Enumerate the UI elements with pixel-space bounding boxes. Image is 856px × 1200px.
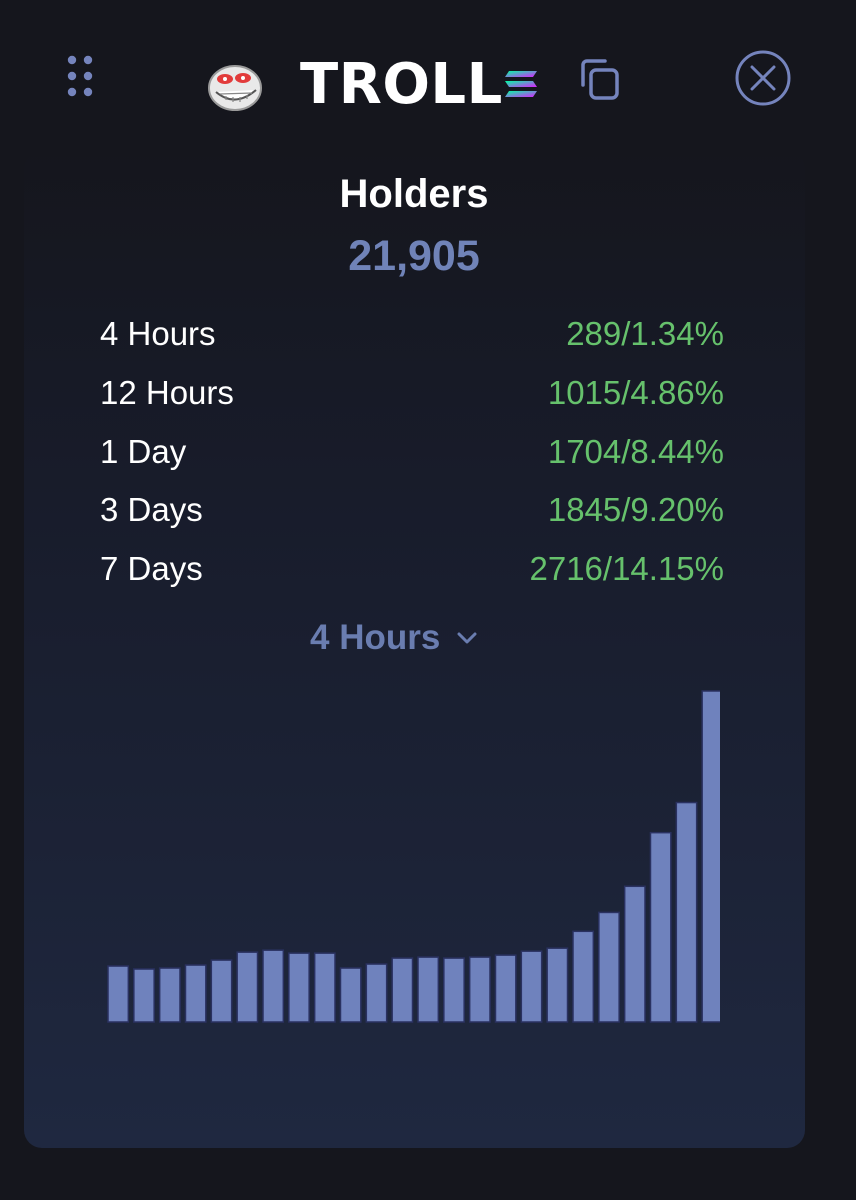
chart-bar bbox=[365, 963, 388, 1023]
chart-bar bbox=[468, 956, 491, 1023]
chart-bar bbox=[236, 951, 259, 1023]
copy-icon[interactable] bbox=[577, 57, 621, 101]
holder-change-stats: 4 Hours 289/1.34% 12 Hours 1015/4.86% 1 … bbox=[100, 308, 724, 602]
chart-bar bbox=[107, 965, 130, 1023]
stat-row-4-hours: 4 Hours 289/1.34% bbox=[100, 308, 724, 367]
chart-bar bbox=[391, 957, 414, 1023]
chart-bar bbox=[158, 967, 181, 1023]
chevron-down-icon bbox=[457, 632, 477, 644]
close-button[interactable] bbox=[733, 48, 793, 108]
stat-row-12-hours: 12 Hours 1015/4.86% bbox=[100, 367, 724, 426]
chart-bar bbox=[649, 831, 672, 1023]
chart-bar bbox=[184, 964, 207, 1023]
stat-label: 4 Hours bbox=[100, 315, 216, 352]
chart-bar bbox=[339, 967, 362, 1023]
stat-value: 1704/8.44% bbox=[547, 432, 724, 470]
chart-bar bbox=[598, 911, 620, 1023]
drag-grip-icon[interactable] bbox=[66, 54, 94, 98]
chart-bar bbox=[262, 949, 285, 1023]
chart-bar bbox=[572, 930, 595, 1023]
holders-bar-chart bbox=[107, 690, 720, 1023]
chart-bar bbox=[520, 950, 543, 1023]
stat-value: 289/1.34% bbox=[566, 315, 724, 352]
stat-label: 12 Hours bbox=[100, 373, 234, 411]
chart-bar bbox=[443, 957, 465, 1023]
stat-label: 3 Days bbox=[100, 491, 203, 529]
chart-bar bbox=[701, 690, 720, 1023]
chart-bar bbox=[623, 885, 646, 1023]
stat-label: 1 Day bbox=[100, 432, 187, 470]
stat-label: 7 Days bbox=[100, 550, 203, 587]
period-dropdown[interactable]: 4 Hours bbox=[310, 612, 478, 664]
stat-value: 1015/4.86% bbox=[547, 373, 724, 411]
stat-row-3-days: 3 Days 1845/9.20% bbox=[100, 484, 724, 543]
chart-bar bbox=[313, 952, 336, 1023]
chart-bar bbox=[210, 959, 233, 1023]
chart-bar bbox=[133, 968, 155, 1023]
chart-bar bbox=[546, 947, 569, 1023]
stat-row-7-days: 7 Days 2716/14.15% bbox=[100, 543, 724, 602]
token-name: TROLL bbox=[300, 52, 503, 117]
holders-title: Holders bbox=[339, 172, 489, 216]
chart-bar bbox=[288, 952, 310, 1023]
chart-bar bbox=[494, 954, 517, 1023]
chart-bar bbox=[417, 956, 440, 1023]
period-selected-label: 4 Hours bbox=[310, 618, 441, 657]
chart-bar bbox=[675, 801, 698, 1023]
stat-value: 1845/9.20% bbox=[547, 491, 724, 529]
stat-value: 2716/14.15% bbox=[529, 550, 724, 587]
holders-count: 21,905 bbox=[348, 232, 480, 280]
stat-row-1-day: 1 Day 1704/8.44% bbox=[100, 426, 724, 485]
widget-header: TROLL bbox=[0, 0, 856, 150]
solana-logo-icon bbox=[505, 71, 537, 97]
troll-face-icon bbox=[208, 65, 262, 111]
